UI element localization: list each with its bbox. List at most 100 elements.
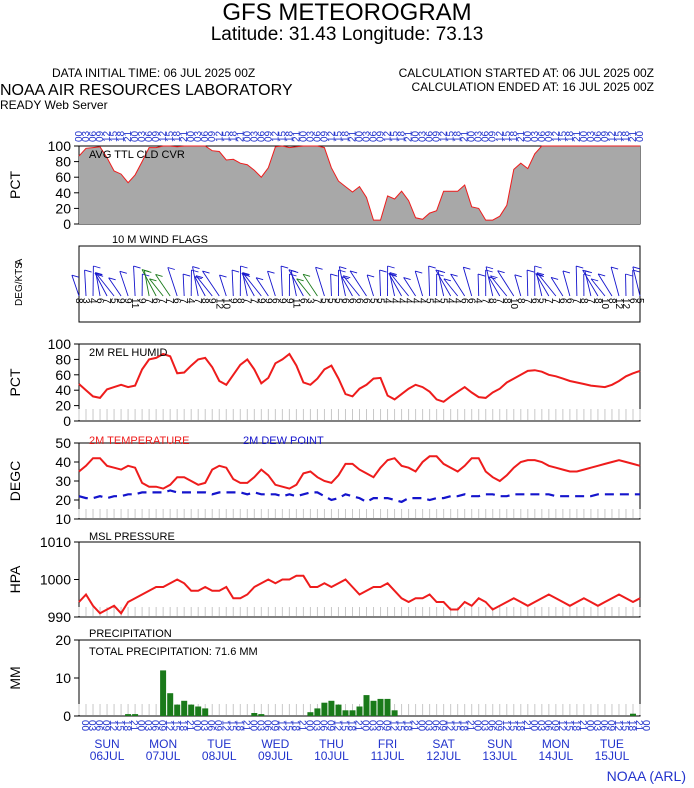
wind-speed-label: 6 bbox=[529, 298, 540, 304]
wind-speed-label: 9 bbox=[115, 298, 126, 304]
legend-dewpoint: 2M DEW POINT bbox=[243, 435, 324, 447]
bottom-time-label: 15 bbox=[226, 720, 237, 732]
precip-bar bbox=[391, 710, 398, 716]
ylabel-5: MM bbox=[7, 666, 23, 689]
calc-started: CALCULATION STARTED AT: 06 JUL 2025 00Z bbox=[398, 66, 654, 80]
wind-speed-label: 8 bbox=[606, 298, 617, 304]
wind-barb-staff bbox=[389, 272, 409, 297]
top-time-label: 03 bbox=[305, 130, 316, 142]
top-time-label: 18 bbox=[284, 130, 295, 142]
bottom-time-label: 00 bbox=[528, 720, 539, 732]
panel-title-precip: PRECIPITATION bbox=[89, 628, 172, 640]
legend-temperature: 2M TEMPERATURE bbox=[89, 435, 189, 447]
bottom-time-label: 15 bbox=[114, 720, 125, 732]
wind-speed-label: 4 bbox=[396, 298, 407, 304]
wind-barb-staff bbox=[610, 266, 620, 297]
pressure-line bbox=[78, 574, 641, 615]
top-time-label: 21 bbox=[572, 130, 583, 142]
day-dow-8: MON bbox=[542, 737, 570, 751]
precip-bar bbox=[321, 702, 328, 716]
wind-speed-label: 9 bbox=[136, 298, 147, 304]
wind-barb-feather bbox=[108, 277, 116, 281]
wind-speed-label: 7 bbox=[241, 298, 252, 304]
ytick-label-5-20: 20 bbox=[55, 632, 71, 648]
wind-speed-label: 7 bbox=[101, 298, 112, 304]
top-time-label: 06 bbox=[481, 130, 492, 142]
wind-barb-staff bbox=[477, 273, 480, 297]
wind-speed-label: 7 bbox=[143, 298, 154, 304]
temperature-line bbox=[78, 455, 641, 490]
bottom-time-label: 18 bbox=[570, 720, 581, 732]
wind-speed-label: 6 bbox=[466, 298, 477, 304]
day-dow-1: MON bbox=[149, 737, 177, 751]
wind-barb-feather bbox=[389, 272, 397, 276]
baseline-ticks-4 bbox=[78, 607, 641, 616]
wind-barb-feather bbox=[315, 266, 323, 270]
top-time-label: 15 bbox=[221, 130, 232, 142]
wind-barb-staff bbox=[597, 273, 613, 297]
wind-barb-feather bbox=[535, 273, 543, 276]
wind-barb-staff bbox=[349, 270, 367, 297]
cloud-cover-line bbox=[78, 145, 640, 221]
precip-bar bbox=[356, 706, 363, 716]
wind-barb-feather bbox=[149, 278, 157, 282]
wind-barb-staff bbox=[389, 274, 396, 297]
precip-bar bbox=[342, 710, 349, 716]
bottom-time-label: 12 bbox=[107, 720, 118, 732]
wind-barb-feather bbox=[155, 274, 163, 277]
wind-barb-feather bbox=[289, 273, 297, 277]
wind-speed-label: 4 bbox=[185, 298, 196, 304]
wind-barb-staff bbox=[242, 274, 248, 297]
top-time-label: 21 bbox=[460, 130, 471, 142]
wind-barb-feather bbox=[536, 272, 545, 276]
top-time-label: 00 bbox=[523, 130, 534, 142]
top-time-label: 03 bbox=[81, 130, 92, 142]
top-time-label: 00 bbox=[579, 130, 590, 142]
wind-barb-staff bbox=[155, 274, 171, 297]
wind-speed-label: 5 bbox=[318, 298, 329, 304]
wind-speed-label: 8 bbox=[515, 298, 526, 304]
day-dow-4: THU bbox=[319, 737, 344, 751]
wind-speed-label: 5 bbox=[332, 298, 343, 304]
wind-barb-staff bbox=[550, 277, 564, 297]
bottom-time-label: 09 bbox=[437, 720, 448, 732]
bottom-time-label: 06 bbox=[93, 720, 104, 732]
top-time-label: 21 bbox=[347, 130, 358, 142]
day-date-0: 06JUL bbox=[90, 749, 125, 763]
top-time-label: 18 bbox=[340, 130, 351, 142]
wind-barb-staff bbox=[280, 266, 283, 297]
wind-speed-label: 4 bbox=[431, 298, 442, 304]
bottom-time-label: 03 bbox=[198, 720, 209, 732]
wind-speed-label: 7 bbox=[550, 298, 561, 304]
top-time-label: 06 bbox=[144, 130, 155, 142]
bottom-time-label: 00 bbox=[584, 720, 595, 732]
bottom-time-label: 18 bbox=[402, 720, 413, 732]
wind-barb-feather bbox=[93, 265, 101, 269]
wind-barb-staff bbox=[428, 266, 431, 297]
wind-speed-label: 5 bbox=[325, 298, 336, 304]
bottom-time-label: 12 bbox=[388, 720, 399, 732]
top-time-label: 12 bbox=[326, 130, 337, 142]
wind-barb-feather bbox=[240, 265, 248, 269]
top-time-label: 15 bbox=[109, 130, 120, 142]
wind-barb-staff bbox=[202, 270, 220, 297]
day-date-3: 09JUL bbox=[258, 749, 293, 763]
wind-barb-staff bbox=[219, 274, 227, 297]
wind-barb-feather bbox=[485, 266, 494, 270]
wind-speed-label: 4 bbox=[382, 298, 393, 304]
bottom-time-label: 03 bbox=[310, 720, 321, 732]
cloud-cover-area bbox=[79, 146, 640, 224]
ytick-label-4-990: 990 bbox=[48, 609, 72, 625]
top-time-label: 00 bbox=[298, 130, 309, 142]
bottom-time-label: 12 bbox=[500, 720, 511, 732]
wind-speed-label: 6 bbox=[269, 298, 280, 304]
day-dow-5: FRI bbox=[378, 737, 397, 751]
top-time-label: 03 bbox=[137, 130, 148, 142]
top-time-label: 21 bbox=[628, 130, 639, 142]
bottom-time-label: 06 bbox=[205, 720, 216, 732]
bottom-time-label: 06 bbox=[598, 720, 609, 732]
baseline-ticks-2 bbox=[78, 409, 641, 420]
bottom-time-label: 00 bbox=[416, 720, 427, 732]
ylabel-0: PCT bbox=[7, 171, 23, 199]
top-time-label: 06 bbox=[369, 130, 380, 142]
